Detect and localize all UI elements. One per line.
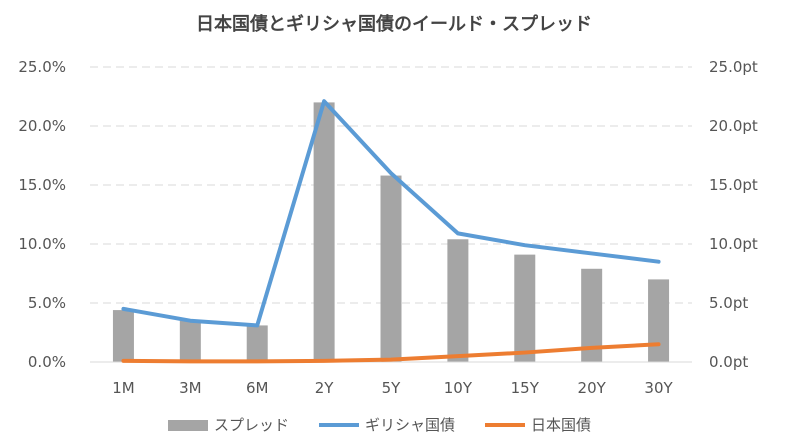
right-tick-label: 15.0pt [709, 176, 758, 194]
right-tick-label: 10.0pt [709, 235, 758, 253]
x-tick-label: 30Y [644, 379, 673, 397]
bar-1m [112, 310, 134, 362]
x-tick-label: 15Y [511, 379, 540, 397]
legend-label: スプレッド [214, 416, 289, 434]
x-axis: 1M 3M 6M 2Y 5Y 10Y 15Y 20Y 30Y [112, 379, 673, 397]
left-tick-label: 5.0% [28, 294, 66, 312]
x-tick-label: 6M [246, 379, 269, 397]
left-tick-label: 25.0% [18, 58, 66, 76]
legend-swatch [168, 420, 208, 431]
left-tick-label: 10.0% [18, 235, 66, 253]
legend-label: ギリシャ国債 [365, 416, 455, 434]
bar-10y [447, 239, 469, 362]
x-tick-label: 3M [179, 379, 202, 397]
right-axis: 0.0pt 5.0pt 10.0pt 15.0pt 20.0pt 25.0pt [709, 58, 758, 371]
chart-title: 日本国債とギリシャ国債のイールド・スプレッド [196, 13, 592, 35]
left-tick-label: 15.0% [18, 176, 66, 194]
right-tick-label: 5.0pt [709, 294, 748, 312]
legend: スプレッド ギリシャ国債 日本国債 [168, 416, 591, 434]
right-tick-label: 25.0pt [709, 58, 758, 76]
x-tick-label: 5Y [382, 379, 402, 397]
bar-30y [648, 279, 670, 362]
right-tick-label: 20.0pt [709, 117, 758, 135]
left-tick-label: 20.0% [18, 117, 66, 135]
bar-series [112, 102, 670, 363]
line-greece [121, 99, 661, 328]
left-axis: 0.0% 5.0% 10.0% 15.0% 20.0% 25.0% [18, 58, 66, 371]
bar-20y [581, 268, 603, 362]
x-tick-label: 2Y [315, 379, 335, 397]
bar-15y [514, 254, 536, 362]
bar-6m [246, 325, 268, 362]
bar-5y [380, 175, 402, 362]
x-tick-label: 10Y [444, 379, 473, 397]
right-tick-label: 0.0pt [709, 353, 748, 371]
bar-3m [179, 320, 201, 362]
bar-2y [313, 102, 335, 363]
legend-label: 日本国債 [531, 416, 591, 434]
x-tick-label: 20Y [578, 379, 607, 397]
line-series [121, 99, 661, 364]
left-tick-label: 0.0% [28, 353, 66, 371]
x-tick-label: 1M [112, 379, 135, 397]
line-japan [121, 342, 661, 364]
